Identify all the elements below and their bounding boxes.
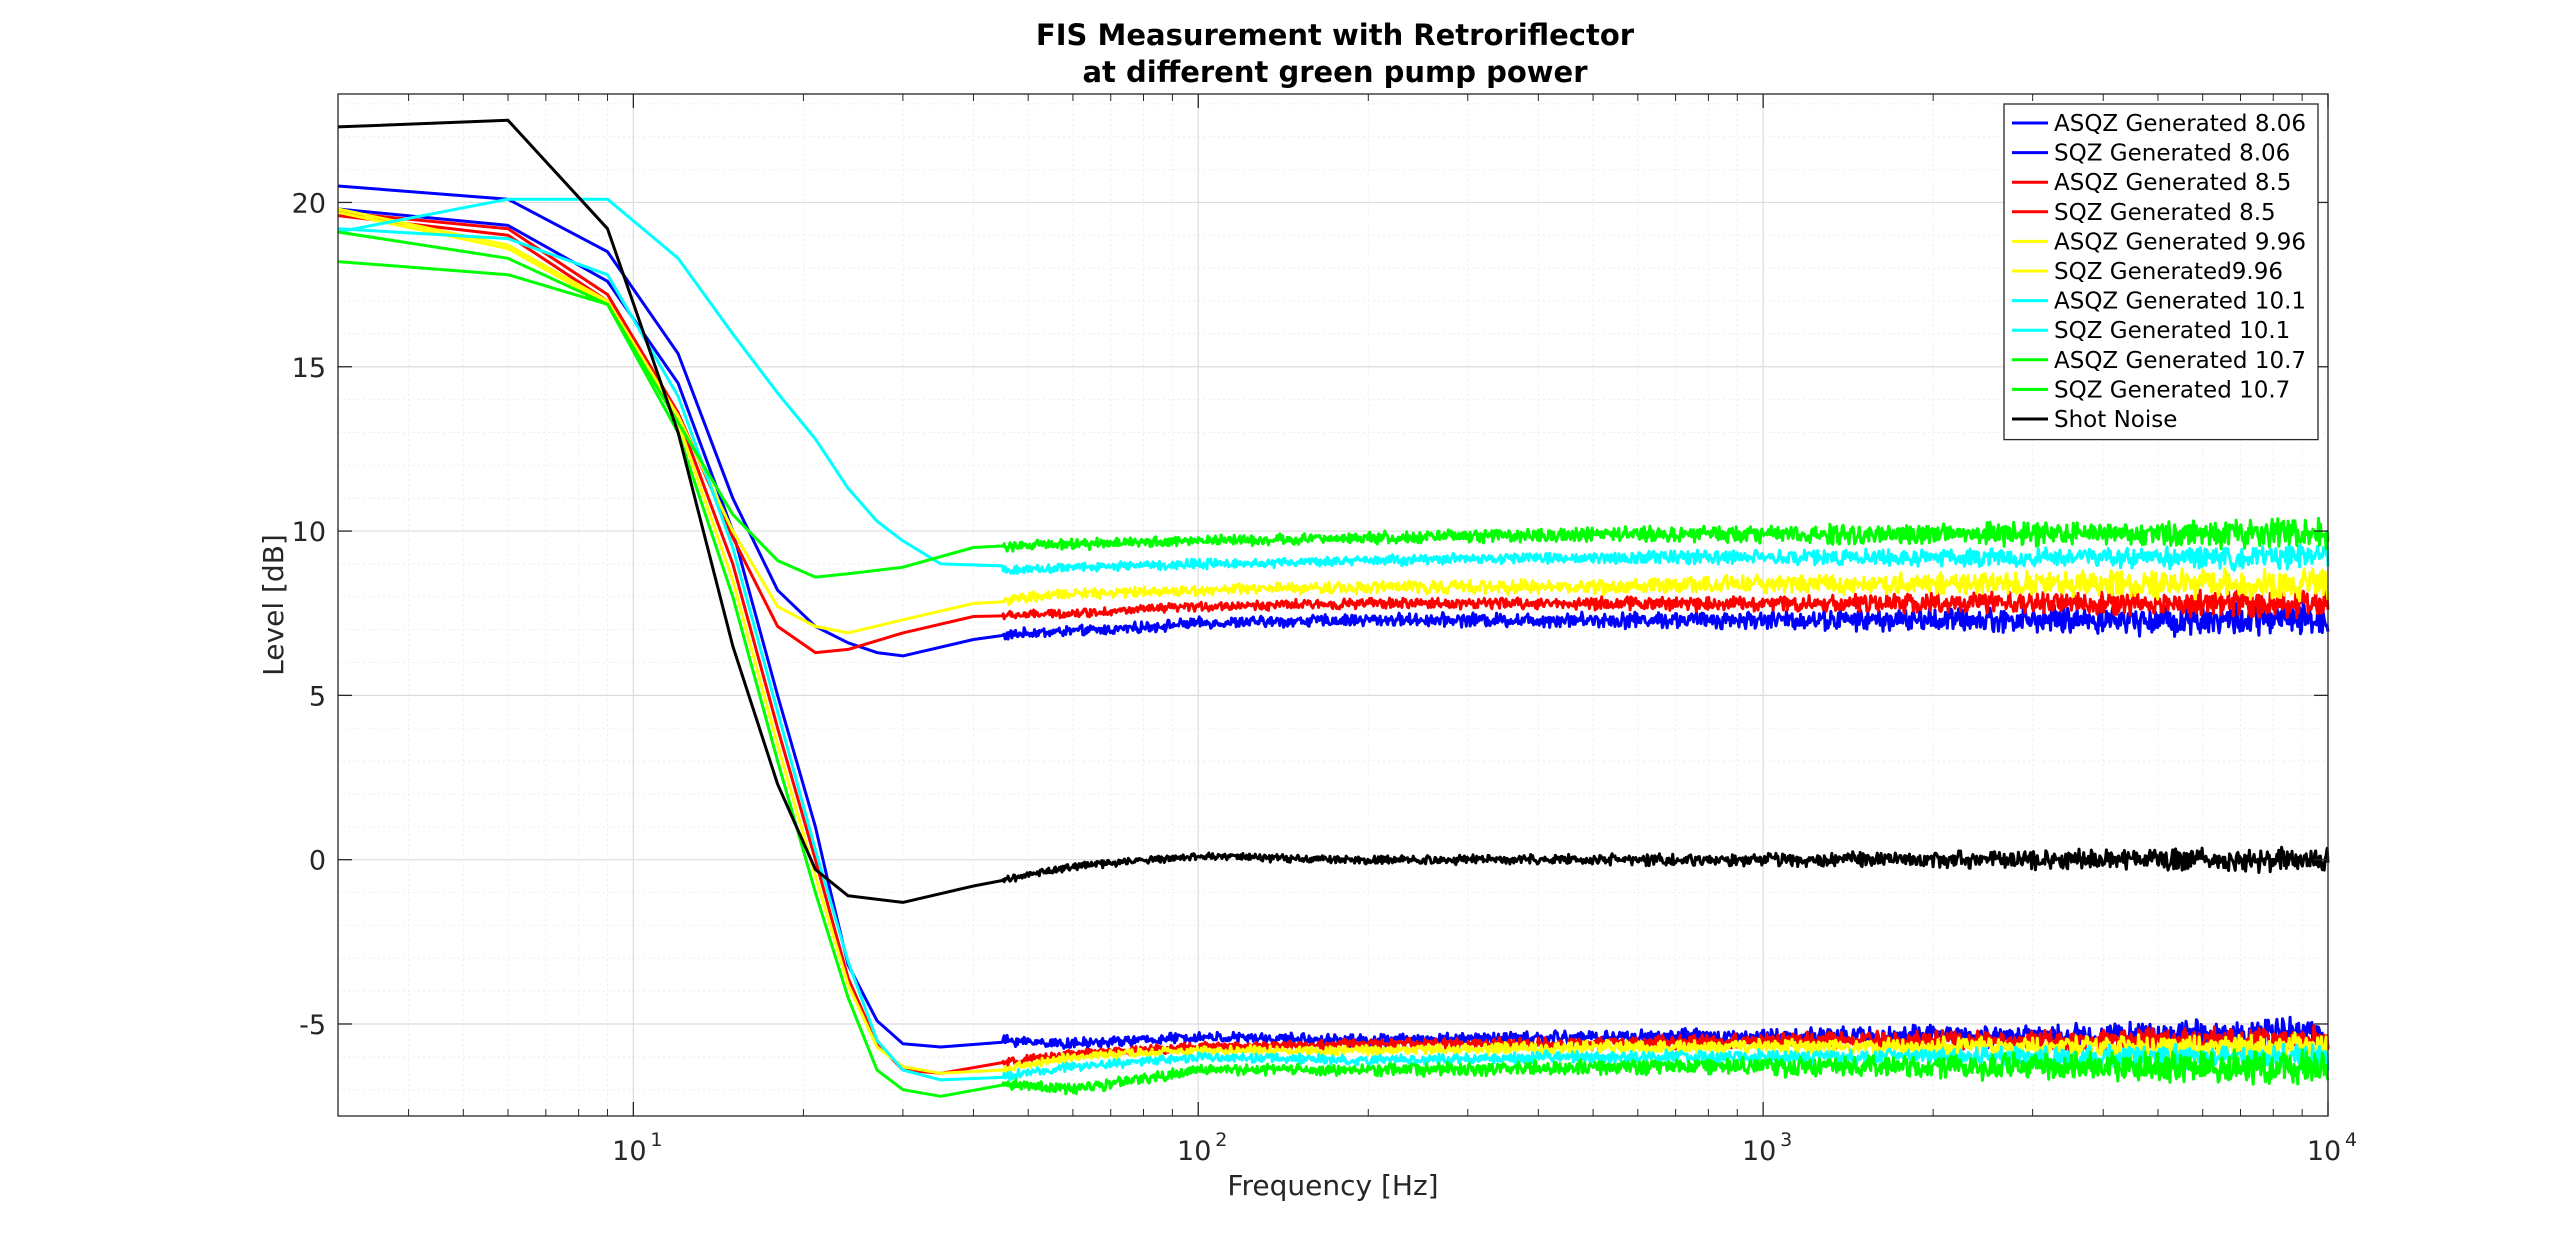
y-tick-label: 15: [292, 353, 326, 384]
x-axis-label: Frequency [Hz]: [1227, 1169, 1438, 1202]
legend-box: [2003, 103, 2319, 441]
x-tick-label: 10 3: [1742, 1129, 1792, 1167]
legend-label: SQZ Generated 10.7: [2054, 377, 2290, 403]
series-line: [337, 197, 2330, 575]
legend-entry: ASQZ Generated 9.96: [2012, 229, 2306, 255]
series-line: [337, 210, 2330, 655]
x-tick-base: 10: [1742, 1136, 1776, 1167]
legend-entry: SQZ Generated9.96: [2012, 259, 2283, 285]
y-tick-label: 5: [309, 681, 326, 712]
x-tick-base: 10: [612, 1136, 646, 1167]
legend: ASQZ Generated 8.06 SQZ Generated 8.06 ASQ…: [2003, 103, 2319, 441]
legend-label: ASQZ Generated 10.7: [2054, 348, 2306, 374]
series-line: [337, 207, 2330, 635]
series-line: [337, 227, 2330, 1082]
x-tick-label: 10 4: [2307, 1129, 2357, 1167]
x-tick-label: 10 2: [1177, 1129, 1227, 1167]
chart-title-line-2: at different green pump power: [1082, 55, 1588, 89]
legend-label: ASQZ Generated 8.06: [2054, 111, 2306, 137]
x-tick-exponent: 3: [1780, 1129, 1792, 1151]
x-tick-base: 10: [1177, 1136, 1211, 1167]
axes-box: [337, 93, 2329, 1117]
legend-entry: ASQZ Generated 8.5: [2012, 170, 2291, 196]
y-axis-label: Level [dB]: [257, 534, 290, 676]
y-tick-label: -5: [299, 1010, 326, 1041]
x-tick-exponent: 2: [1215, 1129, 1227, 1151]
legend-entry: ASQZ Generated 10.1: [2012, 289, 2306, 315]
series-line: [337, 184, 2330, 658]
series-line: [337, 260, 2330, 579]
legend-label: Shot Noise: [2054, 407, 2177, 433]
legend-entry: SQZ Generated 8.5: [2012, 200, 2276, 226]
x-tick-exponent: 4: [2345, 1129, 2357, 1151]
x-tick-exponent: 1: [650, 1129, 662, 1151]
y-tick-label: 20: [292, 188, 326, 219]
legend-entry: Shot Noise: [2012, 407, 2177, 433]
legend-label: SQZ Generated 8.5: [2054, 200, 2276, 226]
x-tick-base: 10: [2307, 1136, 2341, 1167]
y-tick-labels: -5 0 5 10 15 20: [292, 188, 326, 1041]
chart-title-line-1: FIS Measurement with Retroriflector: [1036, 18, 1635, 52]
y-tick-label: 0: [309, 846, 326, 877]
x-tick-labels: 10 1 10 2 10 3 10 4: [612, 1129, 2357, 1167]
y-tick-label: 10: [292, 517, 326, 548]
legend-label: SQZ Generated 10.1: [2054, 318, 2290, 344]
legend-entry: SQZ Generated 8.06: [2012, 141, 2290, 167]
legend-entry: SQZ Generated 10.1: [2012, 318, 2290, 344]
minor-grid: [337, 94, 2328, 1116]
series-line: [337, 230, 2330, 1098]
legend-entry: SQZ Generated 10.7: [2012, 377, 2290, 403]
legend-label: SQZ Generated 8.06: [2054, 141, 2290, 167]
series-layer: [337, 118, 2330, 1098]
legend-entry: ASQZ Generated 8.06: [2012, 111, 2306, 137]
legend-label: ASQZ Generated 8.5: [2054, 170, 2291, 196]
tick-marks: [337, 94, 2329, 1116]
legend-label: ASQZ Generated 9.96: [2054, 229, 2306, 255]
legend-label: ASQZ Generated 10.1: [2054, 289, 2306, 315]
series-line: [337, 210, 2329, 1075]
legend-label: SQZ Generated9.96: [2054, 259, 2283, 285]
legend-entry: ASQZ Generated 10.7: [2012, 348, 2306, 374]
x-tick-label: 10 1: [612, 1129, 662, 1167]
series-line: [337, 118, 2330, 904]
